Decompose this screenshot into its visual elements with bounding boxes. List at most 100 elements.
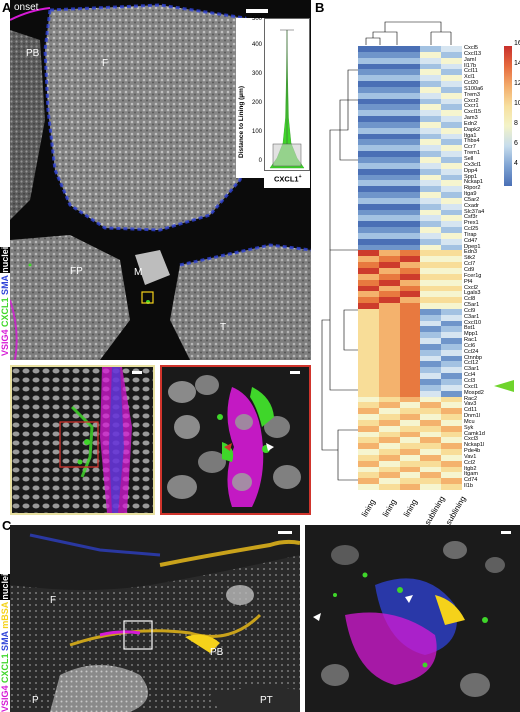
gene-label: Camk1d (464, 430, 485, 437)
heatmap-cell (378, 104, 400, 111)
heatmap-cell (358, 215, 380, 222)
heatmap-cell (420, 437, 442, 444)
heatmap-cell (358, 414, 380, 421)
heatmap-cell (358, 221, 380, 228)
heatmap-cell (420, 449, 442, 456)
heatmap-cell (378, 203, 400, 210)
heatmap-cell (378, 425, 400, 432)
heatmap-cell (378, 180, 400, 187)
panel-a-channel-label: VSIG4 CXCL1 SMA nuclei (0, 246, 10, 356)
gene-label: C5ar2 (464, 196, 480, 203)
heatmap-cell (420, 121, 442, 129)
heatmap-cell (358, 285, 380, 292)
gene-label: Mpp1 (464, 331, 478, 338)
heatmap-cell (378, 338, 400, 345)
gene-label: Pf4 (464, 278, 473, 285)
region-label-f: F (50, 595, 57, 606)
heatmap-cell (441, 454, 463, 462)
heatmap-cell (420, 174, 442, 181)
heatmap-cell (441, 244, 463, 251)
heatmap-cell (378, 63, 400, 70)
heatmap-cell (399, 472, 421, 479)
heatmap-cell (399, 361, 421, 368)
heatmap-cell (399, 63, 421, 70)
heatmap-cell (441, 320, 463, 327)
heatmap-cell (399, 373, 421, 380)
heatmap-cell (399, 425, 421, 432)
gene-label: Ccl24 (464, 348, 479, 355)
heatmap-cell (358, 57, 380, 64)
heatmap-cell (420, 279, 442, 286)
heatmap-cell (399, 215, 421, 222)
gene-label: Spp1 (464, 173, 478, 180)
heatmap-cell (378, 349, 400, 356)
colorbar-tick: 4 (514, 160, 518, 167)
heatmap-cell (378, 268, 400, 275)
heatmap-cell (378, 69, 400, 76)
heatmap-cell (441, 256, 463, 263)
gene-label: Mcu (464, 418, 475, 425)
heatmap-cell (441, 168, 463, 175)
heatmap-cell (399, 250, 421, 257)
gene-label: Vav1 (464, 453, 477, 460)
heatmap-cell (441, 384, 463, 391)
heatmap-cell (420, 390, 442, 397)
heatmap-cell (378, 244, 400, 251)
heatmap-cell (378, 390, 400, 397)
heatmap-cell (358, 273, 380, 280)
gene-label: Thbs4 (464, 138, 480, 145)
region-label-p: P (32, 695, 39, 706)
heatmap-cell (441, 367, 463, 374)
heatmap-cell (358, 279, 380, 286)
heatmap-cell (420, 157, 442, 164)
heatmap-cell (420, 443, 442, 450)
heatmap-cell (378, 209, 400, 216)
heatmap-cell (399, 431, 421, 438)
heatmap-cell (378, 256, 400, 263)
gene-label: Cxadr (464, 202, 479, 209)
heatmap-cell (441, 232, 463, 240)
heatmap-cell (420, 145, 442, 152)
heatmap-cell (441, 215, 463, 222)
heatmap-cell (358, 425, 380, 432)
heatmap-cell (358, 227, 380, 234)
heatmap-cell (399, 484, 421, 491)
heatmap-cell (358, 326, 380, 333)
heatmap-cell (358, 379, 380, 386)
heatmap-cell (441, 186, 463, 193)
gene-label: Pde4b (464, 448, 481, 455)
heatmap-cell (399, 46, 421, 53)
panel-a-letter: A (2, 0, 12, 15)
heatmap-cell (441, 326, 463, 333)
heatmap-cell (420, 250, 442, 257)
region-label-fp: FP (70, 266, 83, 277)
gene-label: Fcer1g (464, 272, 482, 279)
heatmap-cell (358, 180, 380, 187)
heatmap-cell (420, 116, 442, 123)
heatmap-cell (420, 63, 442, 70)
gene-label: Ccl25 (464, 226, 479, 233)
gene-label: Sell (464, 156, 474, 162)
gene-label: Prex1 (464, 220, 479, 227)
heatmap-cell (378, 168, 400, 175)
gene-label: Xcl1 (464, 74, 475, 81)
heatmap-cell (441, 209, 463, 216)
heatmap-cell (441, 396, 463, 403)
heatmap-cell (378, 157, 400, 164)
gene-label: Cxcl3 (464, 436, 478, 443)
heatmap-cell (378, 227, 400, 234)
panel-c-letter: C (2, 518, 12, 533)
heatmap-cell (399, 402, 421, 409)
heatmap-cell (378, 402, 400, 409)
heatmap-cell (441, 297, 463, 304)
heatmap-cell (378, 408, 400, 415)
heatmap-cell (420, 425, 442, 432)
gene-label: C3ar1 (464, 313, 480, 320)
heatmap-cell (399, 98, 421, 105)
heatmap-cell (420, 361, 442, 368)
region-label-t: T (220, 322, 227, 333)
panel-a-zoom-red (160, 365, 311, 515)
heatmap-cell (378, 279, 400, 286)
heatmap-cell (420, 273, 442, 280)
heatmap-cell (420, 338, 442, 345)
